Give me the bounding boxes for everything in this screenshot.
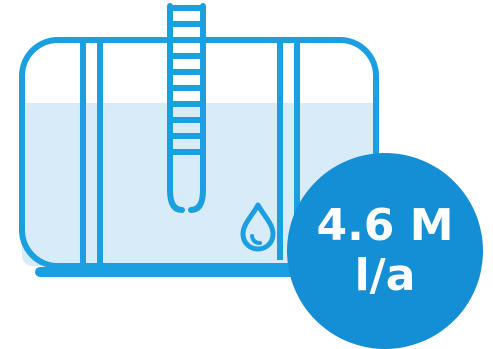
volume-value: 4.6 M xyxy=(316,200,454,251)
volume-badge: 4.6 M l/a xyxy=(287,153,483,349)
ladder-icon xyxy=(167,3,206,213)
water-fill xyxy=(22,103,376,266)
volume-badge-circle xyxy=(287,153,483,349)
volume-unit: l/a xyxy=(354,250,416,301)
water-drop-icon xyxy=(240,202,276,252)
